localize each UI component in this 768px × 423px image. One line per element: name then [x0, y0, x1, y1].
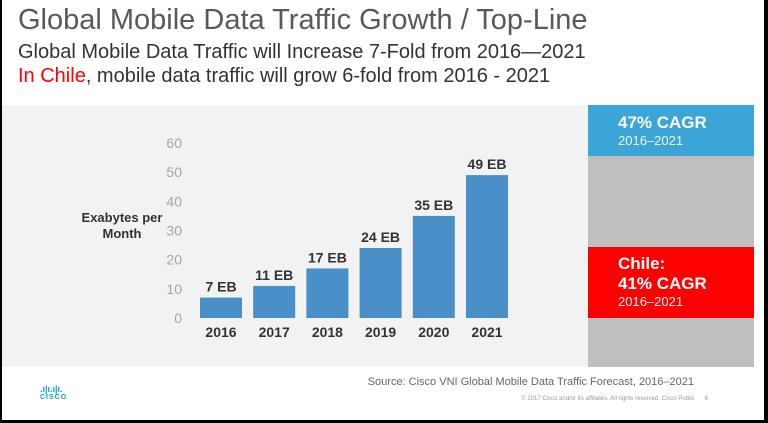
- chile-label: Chile:: [618, 254, 666, 273]
- y-tick-label: 10: [166, 281, 182, 297]
- chile-subtitle: In Chile, mobile data traffic will grow …: [18, 65, 550, 88]
- page-number: 6: [704, 396, 708, 402]
- chile-highlight: In Chile: [18, 65, 86, 87]
- bar: [306, 268, 349, 318]
- global-period: 2016–2021: [618, 133, 684, 148]
- chile-period: 2016–2021: [618, 294, 684, 309]
- chile-cagr: 41% CAGR: [618, 274, 707, 293]
- x-tick-label: 2020: [418, 324, 449, 340]
- data-label: 49 EB: [468, 156, 507, 172]
- bar: [359, 248, 402, 318]
- cisco-logo: .ı|ı.ı|ı. CISCO: [40, 384, 68, 401]
- data-label: 24 EB: [361, 229, 400, 245]
- source-note: Source: Cisco VNI Global Mobile Data Tra…: [367, 376, 694, 388]
- x-tick-label: 2021: [471, 324, 502, 340]
- bar: [253, 285, 296, 318]
- slide-title: Global Mobile Data Traffic Growth / Top-…: [18, 4, 588, 36]
- bar: [412, 215, 455, 318]
- y-tick-label: 40: [166, 193, 182, 209]
- y-tick-label: 30: [166, 223, 182, 239]
- data-label: 17 EB: [308, 249, 347, 265]
- bar: [466, 175, 508, 318]
- x-tick-label: 2019: [365, 324, 396, 340]
- y-tick-label: 60: [166, 135, 182, 151]
- y-tick-label: 20: [166, 252, 182, 268]
- global-cagr: 47% CAGR: [618, 113, 707, 132]
- bar: [200, 297, 242, 318]
- chile-subtitle-rest: , mobile data traffic will grow 6-fold f…: [85, 65, 551, 87]
- copyright: © 2017 Cisco and/or its affiliates. All …: [521, 396, 708, 402]
- chile-cagr-box: Chile: 41% CAGR 2016–2021: [588, 247, 754, 318]
- slide-subtitle: Global Mobile Data Traffic will Increase…: [18, 41, 586, 63]
- y-axis-label: Exabytes per Month: [81, 210, 163, 241]
- x-tick-label: 2016: [205, 324, 236, 340]
- x-tick-label: 2017: [259, 324, 290, 340]
- data-label: 7 EB: [205, 279, 236, 295]
- y-tick-label: 0: [174, 310, 182, 326]
- data-label: 11 EB: [255, 267, 293, 283]
- x-tick-label: 2018: [312, 324, 343, 340]
- global-cagr-box: 47% CAGR 2016–2021: [588, 105, 754, 156]
- y-tick-label: 50: [166, 164, 182, 180]
- data-label: 35 EB: [414, 197, 453, 213]
